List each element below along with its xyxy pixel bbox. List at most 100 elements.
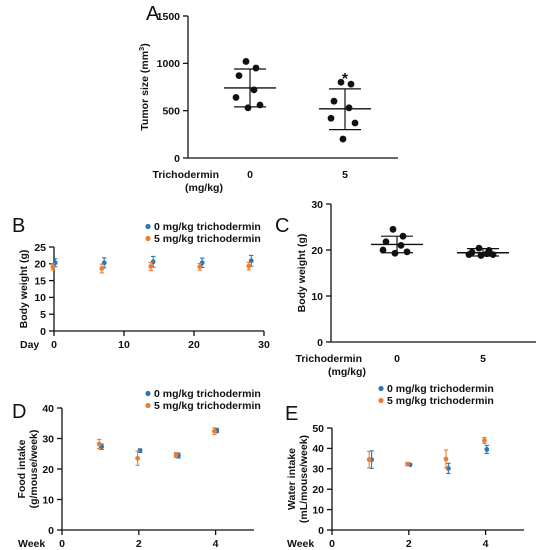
data-point xyxy=(99,266,105,271)
legend-label: 5 mg/kg trichodermin xyxy=(387,395,494,407)
data-point xyxy=(96,441,102,447)
legend-marker xyxy=(378,397,384,404)
data-point xyxy=(252,64,260,72)
panel-A-y-tick-label: 0 xyxy=(174,153,180,165)
legend-label: 5 mg/kg trichodermin xyxy=(154,400,261,412)
data-point xyxy=(477,252,485,259)
panel-D-y-tick-label: 20 xyxy=(42,464,54,476)
legend-label: 0 mg/kg trichodermin xyxy=(154,388,261,400)
panel-D-y-tick-label: 40 xyxy=(42,403,54,415)
panel-D-y-label: Food intake xyxy=(16,439,28,498)
y-label-superscript: 3 xyxy=(137,47,146,51)
data-point xyxy=(345,104,353,112)
panel-B-y-tick-label: 20 xyxy=(34,259,46,271)
panel-C-y-tick-label: 20 xyxy=(311,245,323,257)
panel-B-y-tick-label: 15 xyxy=(34,275,46,287)
panel-E-x-tick-label: 2 xyxy=(406,538,412,550)
panel-E-y-tick-label: 50 xyxy=(312,423,324,435)
panel-A-y-label: Tumor size (mm3) xyxy=(137,43,151,130)
legend-marker xyxy=(145,390,151,397)
legend-label: 5 mg/kg trichodermin xyxy=(154,233,261,245)
panel-C-group-title-unit: (mg/kg) xyxy=(328,366,366,378)
panel-E-y-label-unit: (mL/mouse/week) xyxy=(298,435,310,523)
panel-E-x-tick-label: 4 xyxy=(483,538,489,550)
data-point xyxy=(389,225,397,233)
data-point xyxy=(212,428,217,434)
panel-B-y-tick-label: 5 xyxy=(40,309,46,321)
data-point xyxy=(391,249,399,257)
panel-B-y-tick-label: 0 xyxy=(40,326,46,338)
data-point xyxy=(232,94,240,101)
data-point xyxy=(330,97,338,105)
data-point xyxy=(242,58,250,65)
panel-E-x-tick-label: 0 xyxy=(329,538,335,550)
panel-letter-E: E xyxy=(285,403,298,425)
data-point xyxy=(235,72,243,80)
data-point xyxy=(382,238,390,246)
data-point xyxy=(403,248,411,256)
legend-marker xyxy=(145,223,151,230)
panel-C-y-tick-label: 30 xyxy=(311,199,323,211)
data-point xyxy=(137,448,143,454)
panel-A-y-tick-label: 1000 xyxy=(157,58,181,70)
panel-B-x-tick-label: 0 xyxy=(51,339,57,351)
data-point xyxy=(347,80,355,88)
data-point xyxy=(379,246,387,254)
data-point xyxy=(148,264,154,269)
panel-C-group-title: Trichodermin xyxy=(295,353,362,365)
panel-D-y-label-unit: (g/mouse/week) xyxy=(28,430,40,509)
panel-B: B 0 5 10 15 20 25 0 10 20 30 Day Body weight (g) 0 mg… xyxy=(12,215,270,351)
data-point xyxy=(173,452,179,458)
panel-D-x-label: Week xyxy=(18,538,45,550)
panel-B-x-tick-label: 10 xyxy=(118,339,130,351)
panel-E-y-tick-label: 30 xyxy=(312,464,324,476)
panel-E-y-tick-label: 20 xyxy=(312,484,324,496)
data-point xyxy=(483,250,491,258)
y-label-text: ) xyxy=(139,43,151,47)
panel-C-category-label: 5 xyxy=(480,353,486,365)
legend-label: 0 mg/kg trichodermin xyxy=(387,383,494,395)
data-point xyxy=(197,264,203,270)
panel-E-y-tick-label: 40 xyxy=(312,443,324,455)
data-point xyxy=(484,447,490,452)
data-point xyxy=(351,119,359,127)
data-point xyxy=(366,457,372,463)
panel-D-x-tick-label: 4 xyxy=(213,538,219,550)
panel-E-y-tick-label: 10 xyxy=(312,504,324,516)
data-point xyxy=(339,135,347,143)
panel-C-y-label: Body weight (g) xyxy=(296,234,308,313)
legend-marker xyxy=(145,402,151,409)
panel-D-y-tick-label: 30 xyxy=(42,433,54,445)
legend-marker xyxy=(145,235,151,242)
panel-letter-D: D xyxy=(12,401,26,423)
panel-C-category-label: 0 xyxy=(394,353,400,365)
data-point xyxy=(52,260,58,266)
data-point xyxy=(135,455,141,461)
data-point xyxy=(50,264,56,270)
data-point xyxy=(475,244,483,252)
panel-letter-C: C xyxy=(275,215,289,237)
panel-letter-A: A xyxy=(146,3,160,25)
data-point xyxy=(397,242,405,249)
panel-E: E 0 10 20 30 40 50 0 2 4 Week Water intake (mL/mouse… xyxy=(285,383,524,550)
significance-star: * xyxy=(342,71,349,88)
data-point xyxy=(250,86,258,94)
panel-letter-B: B xyxy=(12,215,25,237)
data-point xyxy=(244,104,252,112)
data-point xyxy=(399,232,407,240)
data-point xyxy=(327,114,335,122)
panel-A: A 0 500 1000 1500 Tumor size (mm3) Trichodermi… xyxy=(137,3,398,194)
panel-C-y-tick-label: 0 xyxy=(317,337,323,349)
data-point xyxy=(405,461,410,467)
panel-D-x-tick-label: 0 xyxy=(59,538,65,550)
panel-D: D 0 10 20 30 40 0 2 4 Week Food intake (g/mouse/wee… xyxy=(12,388,261,550)
panel-E-x-label: Week xyxy=(287,538,314,550)
panel-A-group-title-unit: (mg/kg) xyxy=(185,182,223,194)
panel-D-y-tick-label: 0 xyxy=(48,525,54,537)
data-point xyxy=(256,101,264,109)
panel-B-x-label: Day xyxy=(20,339,39,351)
panel-B-y-tick-label: 25 xyxy=(34,242,46,254)
data-point xyxy=(199,260,205,266)
panel-D-y-tick-label: 10 xyxy=(42,494,54,506)
